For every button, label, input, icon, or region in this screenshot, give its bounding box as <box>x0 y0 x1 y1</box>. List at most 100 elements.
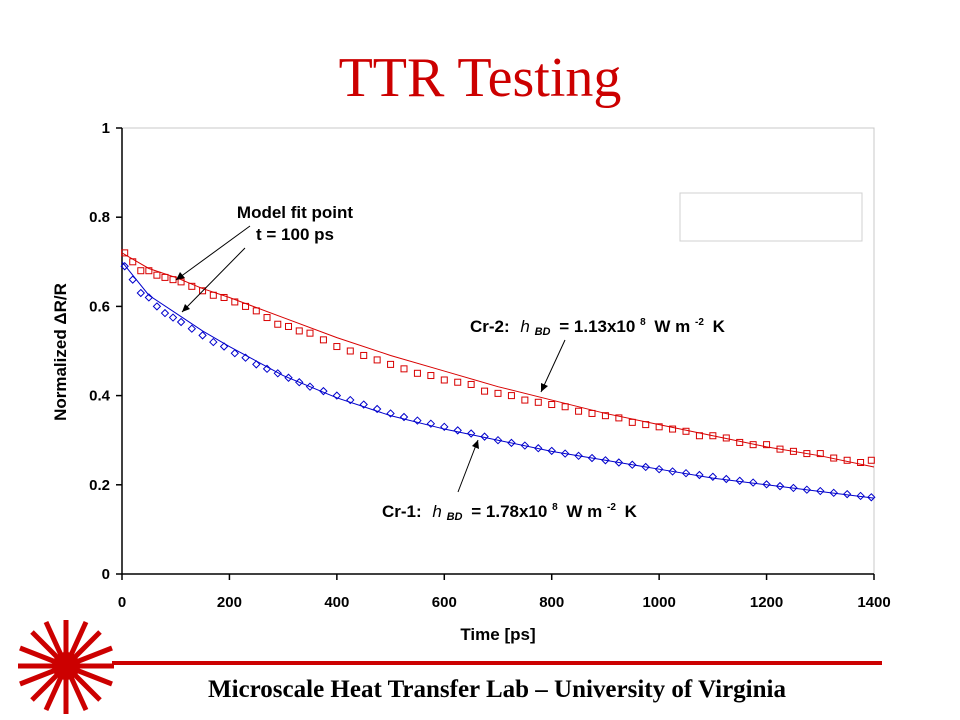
fit-point-line1: Model fit point <box>237 203 353 222</box>
y-tick-label: 0.8 <box>89 209 110 226</box>
data-point-square <box>749 441 757 449</box>
data-point-square <box>360 351 368 359</box>
data-point-square <box>454 378 462 386</box>
data-point-diamond <box>198 331 207 340</box>
data-point-diamond <box>601 456 610 465</box>
data-point-diamond <box>520 441 530 450</box>
data-point-square <box>789 447 797 455</box>
data-point-square <box>722 434 730 442</box>
data-point-diamond <box>295 378 304 387</box>
data-point-diamond <box>262 364 272 374</box>
x-tick-label: 1400 <box>857 594 890 611</box>
fit-curves <box>121 252 875 499</box>
cr2-arrow <box>540 339 566 393</box>
data-point-square <box>242 302 250 310</box>
cr2-label: Cr-2: h BD = 1.13x10 8 W m -2 K <box>470 310 726 339</box>
data-point-diamond <box>168 313 178 322</box>
data-point-square <box>776 445 784 453</box>
data-point-square <box>857 459 865 466</box>
data-point-square <box>763 441 771 449</box>
data-point-diamond <box>230 349 240 358</box>
x-tick-label: 1000 <box>642 594 675 611</box>
data-point-square <box>655 423 663 431</box>
data-point-square <box>843 456 851 464</box>
data-point-diamond <box>466 429 476 438</box>
data-points <box>120 249 876 502</box>
data-point-diamond <box>241 353 250 362</box>
data-point-square <box>803 450 811 458</box>
data-point-square <box>373 356 381 364</box>
data-point-diamond <box>867 493 876 502</box>
data-point-square <box>161 273 169 281</box>
axis-ticks: 0 200 400 600 800 1000 1200 1400 0 0.2 0.4 0.6 0.8 1 <box>89 120 891 611</box>
data-point-diamond <box>273 369 282 378</box>
y-tick-label: 1 <box>102 120 110 137</box>
cr2-arrowhead <box>541 383 548 392</box>
data-point-square <box>333 343 341 351</box>
data-point-square <box>427 372 435 380</box>
data-point-diamond <box>284 373 293 382</box>
data-point-diamond <box>614 458 624 467</box>
cr1-arrowhead <box>472 440 479 449</box>
data-point-diamond <box>332 391 342 400</box>
data-point-square <box>252 307 260 315</box>
data-point-diamond <box>372 404 382 414</box>
data-point-square <box>440 376 448 384</box>
data-point-square <box>319 336 327 344</box>
data-point-square <box>709 432 717 440</box>
x-tick-label: 0 <box>118 594 126 611</box>
data-point-diamond <box>735 476 744 485</box>
data-point-diamond <box>587 453 597 463</box>
data-point-square <box>521 396 529 404</box>
data-point-square <box>400 365 408 373</box>
data-point-square <box>507 392 515 400</box>
data-point-square <box>601 412 609 420</box>
data-point-diamond <box>708 472 718 481</box>
data-point-square <box>285 322 293 330</box>
data-point-diamond <box>453 426 462 435</box>
data-point-diamond <box>842 489 852 499</box>
data-point-square <box>682 427 690 435</box>
data-point-square <box>695 432 703 440</box>
data-point-square <box>669 425 677 433</box>
y-tick-label: 0 <box>102 566 110 583</box>
y-tick-label: 0.6 <box>89 298 110 315</box>
data-point-square <box>867 456 875 464</box>
data-point-diamond <box>128 275 137 284</box>
data-point-diamond <box>440 422 449 432</box>
data-point-diamond <box>641 462 650 472</box>
data-point-diamond <box>386 409 395 418</box>
data-point-square <box>467 380 475 388</box>
data-point-diamond <box>789 483 798 493</box>
data-point-square <box>575 407 583 415</box>
data-point-square <box>199 287 207 295</box>
x-tick-label: 400 <box>324 594 349 611</box>
fit-point-line2: t = 100 ps <box>256 225 334 244</box>
data-point-diamond <box>507 438 516 448</box>
data-point-square <box>121 249 129 257</box>
y-axis-label: Normalized ΔR/R <box>51 283 70 421</box>
data-point-diamond <box>802 485 812 494</box>
data-point-diamond <box>829 488 838 498</box>
data-point-diamond <box>668 467 677 476</box>
data-point-square <box>830 454 838 462</box>
data-point-square <box>561 403 569 411</box>
data-point-square <box>263 314 271 322</box>
data-point-diamond <box>722 474 731 484</box>
data-point-square <box>642 421 650 429</box>
data-point-diamond <box>560 449 570 458</box>
data-point-diamond <box>219 342 229 351</box>
plot-frame <box>121 127 875 575</box>
y-tick-label: 0.2 <box>89 477 110 494</box>
data-point-square <box>534 398 542 406</box>
data-point-diamond <box>681 468 691 478</box>
footer-text: Microscale Heat Transfer Lab – Universit… <box>208 676 786 703</box>
data-point-diamond <box>144 293 154 302</box>
data-point-diamond <box>493 435 503 445</box>
data-point-diamond <box>160 308 170 318</box>
data-point-diamond <box>547 446 556 456</box>
data-point-square <box>177 278 185 286</box>
data-point-square <box>628 418 636 426</box>
slide-title: TTR Testing <box>338 47 622 109</box>
x-tick-label: 1200 <box>750 594 783 611</box>
